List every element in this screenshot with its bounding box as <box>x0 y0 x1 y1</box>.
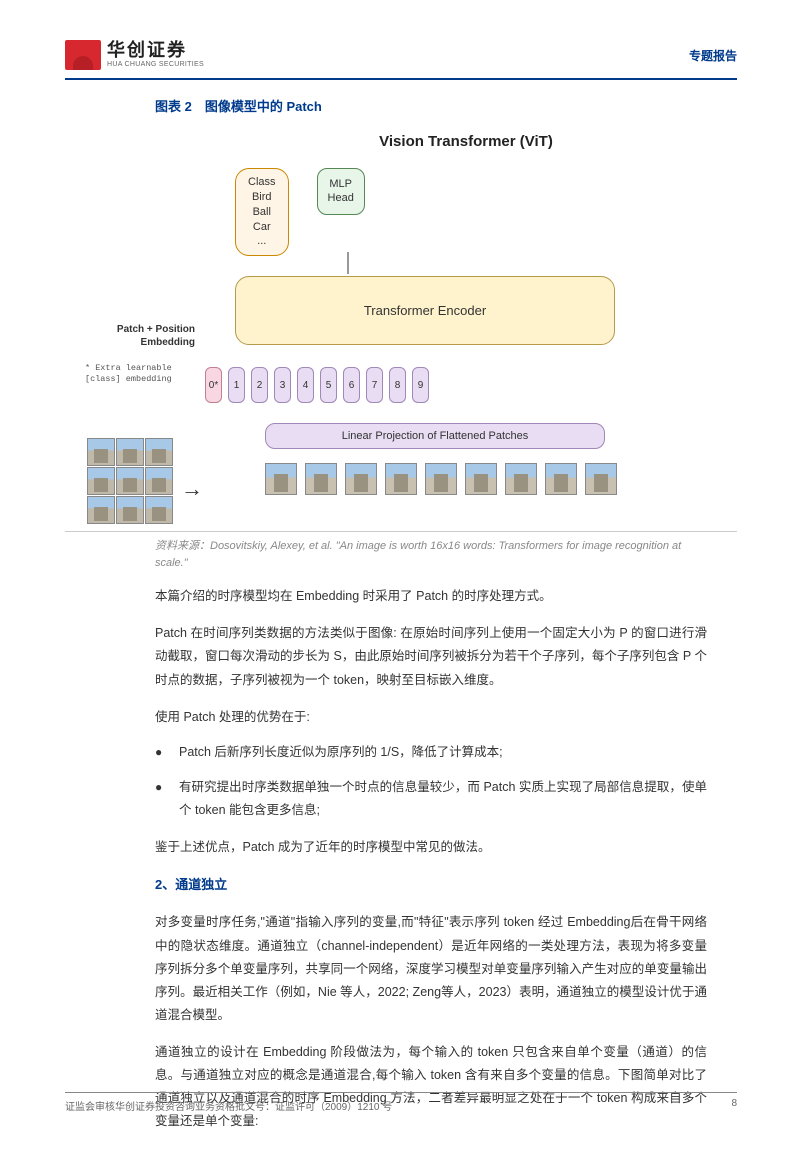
section-heading: 2、通道独立 <box>155 873 707 897</box>
embed-token-9: 9 <box>412 367 429 403</box>
header-category: 专题报告 <box>689 47 737 64</box>
patch-image <box>465 463 497 495</box>
page-footer: 证监会审核华创证券投资咨询业务资格批文号：证监许可（2009）1210 号 8 <box>65 1092 737 1113</box>
patch-image <box>305 463 337 495</box>
body-content: 本篇介绍的时序模型均在 Embedding 时采用了 Patch 的时序处理方式… <box>65 585 737 1133</box>
paragraph: 对多变量时序任务,"通道"指输入序列的变量,而"特征"表示序列 token 经过… <box>155 911 707 1027</box>
page-number: 8 <box>731 1098 737 1113</box>
list-item: 有研究提出时序类数据单独一个时点的信息量较少，而 Patch 实质上实现了局部信… <box>155 776 707 822</box>
patch-image <box>545 463 577 495</box>
embed-token-7: 7 <box>366 367 383 403</box>
embed-token-8: 8 <box>389 367 406 403</box>
figure-source: 资料来源：Dosovitskiy, Alexey, et al. "An ima… <box>65 531 737 571</box>
logo-text-cn: 华创证券 <box>107 41 204 61</box>
bullet-list: Patch 后新序列长度近似为原序列的 1/S，降低了计算成本; 有研究提出时序… <box>155 741 707 822</box>
mlp-head-box: MLP Head <box>317 168 365 215</box>
figure-title: Vision Transformer (ViT) <box>175 133 687 150</box>
patch-image <box>345 463 377 495</box>
figure-caption: 图表 2 图像模型中的 Patch <box>65 96 737 115</box>
linear-projection-box: Linear Projection of Flattened Patches <box>265 423 605 449</box>
logo: 华创证券 HUA CHUANG SECURITIES <box>65 40 204 70</box>
patch-position-label: Patch + Position Embedding <box>85 323 195 349</box>
extra-learnable-label: * Extra learnable [class] embedding <box>85 363 215 385</box>
patch-image <box>425 463 457 495</box>
paragraph: Patch 在时间序列类数据的方法类似于图像: 在原始时间序列上使用一个固定大小… <box>155 622 707 691</box>
arrow-icon: → <box>181 476 203 502</box>
paragraph: 鉴于上述优点，Patch 成为了近年的时序模型中常见的做法。 <box>155 836 707 859</box>
embed-token-6: 6 <box>343 367 360 403</box>
embed-token-5: 5 <box>320 367 337 403</box>
paragraph: 本篇介绍的时序模型均在 Embedding 时采用了 Patch 的时序处理方式… <box>155 585 707 608</box>
embedding-row: 0* 1 2 3 4 5 6 7 8 9 <box>175 367 687 403</box>
patches-row <box>175 463 687 495</box>
patch-image <box>385 463 417 495</box>
logo-text-en: HUA CHUANG SECURITIES <box>107 61 204 69</box>
patch-image <box>265 463 297 495</box>
transformer-encoder-box: Transformer Encoder <box>235 276 615 345</box>
embed-token-1: 1 <box>228 367 245 403</box>
logo-icon <box>65 40 101 70</box>
class-box: Class Bird Ball Car ... <box>235 168 289 256</box>
patch-image <box>585 463 617 495</box>
paragraph: 使用 Patch 处理的优势在于: <box>155 706 707 729</box>
connector-line <box>347 252 349 274</box>
embed-token-3: 3 <box>274 367 291 403</box>
footer-disclaimer: 证监会审核华创证券投资咨询业务资格批文号：证监许可（2009）1210 号 <box>65 1098 392 1113</box>
embed-token-2: 2 <box>251 367 268 403</box>
page-header: 华创证券 HUA CHUANG SECURITIES 专题报告 <box>65 40 737 80</box>
embed-token-4: 4 <box>297 367 314 403</box>
patch-image <box>505 463 537 495</box>
paragraph: 通道独立的设计在 Embedding 阶段做法为，每个输入的 token 只包含… <box>155 1041 707 1134</box>
figure-vit-diagram: Vision Transformer (ViT) Class Bird Ball… <box>65 133 737 495</box>
input-image-grid <box>87 438 173 524</box>
list-item: Patch 后新序列长度近似为原序列的 1/S，降低了计算成本; <box>155 741 707 764</box>
